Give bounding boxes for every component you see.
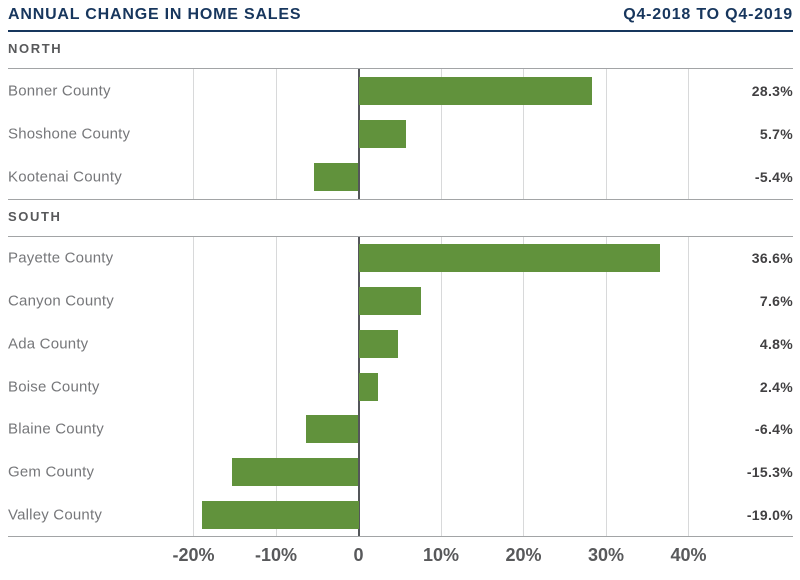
gridline-20pct bbox=[523, 69, 524, 199]
category-label: Gem County bbox=[8, 463, 95, 481]
gridline-30pct bbox=[605, 237, 607, 536]
gridline-20pct bbox=[523, 237, 524, 536]
value-label: 28.3% bbox=[751, 82, 793, 99]
chart-row: Gem County -15.3% bbox=[8, 451, 793, 494]
chart-row: Ada County 4.8% bbox=[8, 322, 793, 365]
gridline-10pct bbox=[440, 237, 442, 536]
category-label: Kootenai County bbox=[8, 168, 122, 186]
category-label: Canyon County bbox=[8, 292, 114, 310]
gridline-30pct bbox=[605, 69, 607, 199]
axis-tick-label-40pct: 40% bbox=[670, 545, 707, 565]
value-label: -5.4% bbox=[754, 169, 793, 186]
axis-tick-label--10pct: -10% bbox=[254, 545, 298, 565]
chart-row: Boise County 2.4% bbox=[8, 365, 793, 408]
gridline-40pct bbox=[688, 69, 689, 199]
chart-row: Valley County -19.0% bbox=[8, 493, 793, 536]
value-label: -6.4% bbox=[754, 421, 793, 438]
south-bar-chart: Payette County 36.6% Canyon County 7.6% Ada … bbox=[8, 236, 793, 537]
bar-canyon-county bbox=[358, 287, 422, 316]
bar-ada-county bbox=[358, 329, 399, 358]
axis-tick-label-0pct: 0 bbox=[353, 545, 364, 565]
value-label: 4.8% bbox=[759, 335, 793, 352]
gridline--20pct bbox=[193, 237, 194, 536]
gridline--10pct bbox=[275, 69, 277, 199]
north-bar-chart: Bonner County 28.3% Shoshone County 5.7% Koo… bbox=[8, 68, 793, 200]
value-label: 36.6% bbox=[751, 250, 793, 267]
category-label: Bonner County bbox=[8, 82, 111, 100]
gridline-40pct bbox=[688, 237, 689, 536]
page-title: ANNUAL CHANGE IN HOME SALES bbox=[8, 6, 302, 23]
bar-valley-county bbox=[201, 500, 359, 529]
bar-gem-county bbox=[232, 457, 359, 486]
category-label: Payette County bbox=[8, 249, 114, 267]
value-label: 5.7% bbox=[759, 125, 793, 142]
category-label: Boise County bbox=[8, 378, 100, 396]
gridline-10pct bbox=[440, 69, 442, 199]
axis-tick-label-30pct: 30% bbox=[587, 545, 625, 565]
axis-tick-label-20pct: 20% bbox=[505, 545, 542, 565]
gridline--10pct bbox=[275, 237, 277, 536]
bar-payette-county bbox=[358, 244, 661, 273]
chart-row: Blaine County -6.4% bbox=[8, 408, 793, 451]
value-label: 2.4% bbox=[759, 378, 793, 395]
value-label: 7.6% bbox=[759, 293, 793, 310]
bar-shoshone-county bbox=[358, 119, 406, 148]
report-header: ANNUAL CHANGE IN HOME SALES Q4-2018 TO Q… bbox=[8, 6, 793, 32]
chart-row: Canyon County 7.6% bbox=[8, 280, 793, 323]
axis-tick-label--20pct: -20% bbox=[172, 545, 215, 565]
bar-blaine-county bbox=[305, 415, 359, 444]
category-label: Ada County bbox=[8, 335, 89, 353]
chart-row: Kootenai County -5.4% bbox=[8, 156, 793, 199]
report-period: Q4-2018 TO Q4-2019 bbox=[623, 6, 793, 23]
bar-boise-county bbox=[358, 372, 379, 401]
section-label-north: NORTH bbox=[8, 41, 63, 56]
gridline--20pct bbox=[193, 69, 194, 199]
bar-bonner-county bbox=[358, 76, 592, 105]
axis-tick-label-10pct: 10% bbox=[422, 545, 460, 565]
section-label-south: SOUTH bbox=[8, 209, 62, 224]
value-label: -15.3% bbox=[746, 463, 793, 480]
chart-row: Shoshone County 5.7% bbox=[8, 112, 793, 155]
chart-row: Payette County 36.6% bbox=[8, 237, 793, 280]
chart-row: Bonner County 28.3% bbox=[8, 69, 793, 112]
x-axis: -20% -10% 0 10% 20% 30% 40% bbox=[8, 537, 793, 573]
value-label: -19.0% bbox=[746, 506, 793, 523]
category-label: Blaine County bbox=[8, 420, 104, 438]
bar-kootenai-county bbox=[313, 163, 359, 192]
category-label: Shoshone County bbox=[8, 125, 131, 143]
category-label: Valley County bbox=[8, 506, 103, 524]
